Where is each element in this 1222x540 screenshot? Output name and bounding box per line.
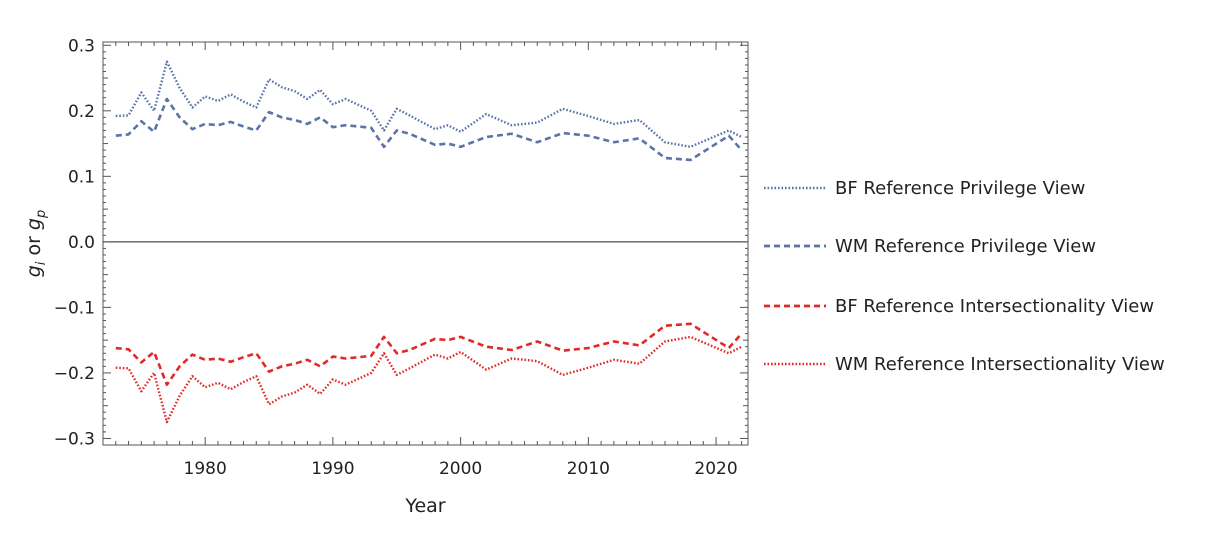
plot-border — [102, 41, 749, 446]
y-tick-label: 0.2 — [68, 102, 95, 122]
series-layer — [115, 60, 743, 424]
series-line-3 — [115, 322, 743, 387]
y-tick-label: 0.0 — [68, 233, 95, 253]
x-tick-label: 1990 — [311, 459, 354, 479]
plot-frame — [102, 41, 749, 446]
x-axis-title: Year — [404, 495, 445, 517]
y-axis-title: gi​ or gp​ — [23, 210, 49, 278]
x-axis: 1980 1990 2000 2010 2020 — [102, 42, 743, 479]
y-tick-label: −0.3 — [54, 429, 95, 449]
y-axis: −0.3 −0.2 −0.1 0.0 0.1 0.2 0.3 — [54, 36, 748, 449]
x-tick-label: 2010 — [567, 459, 610, 479]
legend: BF Reference Privilege View WM Reference … — [764, 178, 1165, 375]
legend-label: BF Reference Privilege View — [835, 178, 1085, 199]
series-line-2 — [115, 97, 743, 162]
y-tick-label: −0.1 — [54, 298, 95, 318]
y-tick-label: 0.3 — [68, 36, 95, 56]
x-tick-label: 2000 — [439, 459, 482, 479]
x-tick-label: 2020 — [694, 459, 737, 479]
legend-label: WM Reference Intersectionality View — [835, 354, 1165, 375]
y-tick-label: 0.1 — [68, 167, 95, 187]
y-tick-label: −0.2 — [54, 364, 95, 384]
x-tick-label: 1980 — [184, 459, 227, 479]
series-line-1 — [115, 60, 743, 149]
legend-label: BF Reference Intersectionality View — [835, 296, 1154, 317]
series-line-4 — [115, 335, 743, 424]
legend-label: WM Reference Privilege View — [835, 236, 1096, 257]
